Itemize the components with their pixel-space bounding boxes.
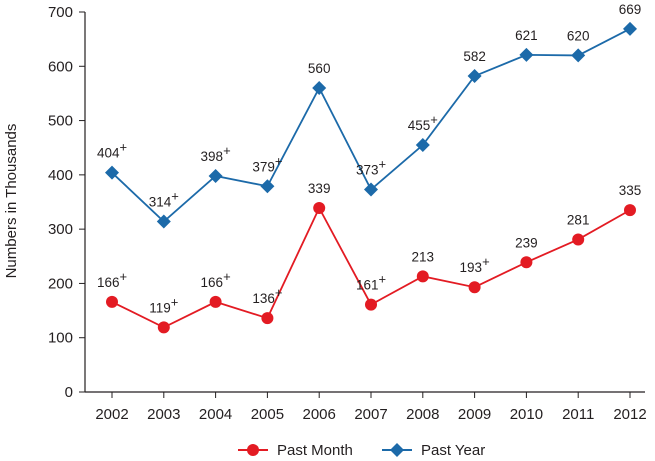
x-axis-ticks: 2002 2003 2004 2005 2006 2007 2008 2009 2010 2011… [95, 392, 647, 423]
data-label: 373+ [356, 157, 386, 178]
data-point [312, 81, 327, 95]
data-point [313, 201, 326, 214]
data-point [572, 233, 585, 246]
legend-marker [247, 444, 259, 456]
data-label: 339 [308, 181, 331, 196]
data-label: 560 [308, 61, 331, 76]
legend-marker [390, 443, 404, 457]
legend-item: Past Year [382, 442, 485, 459]
data-point [156, 214, 171, 229]
data-point [520, 256, 533, 269]
data-point [209, 295, 222, 308]
y-tick-label: 400 [48, 167, 73, 184]
y-axis-ticks: 0 100 200 300 400 500 600 700 [48, 4, 85, 401]
y-tick-label: 500 [48, 113, 73, 130]
data-label: 281 [567, 212, 590, 227]
data-label: 119+ [149, 294, 178, 315]
x-tick-label: 2006 [303, 406, 336, 423]
data-label: 314+ [149, 189, 179, 210]
y-tick-label: 600 [48, 58, 73, 75]
x-tick-label: 2010 [510, 406, 543, 423]
data-point [468, 281, 481, 294]
y-tick-label: 300 [48, 221, 73, 238]
data-label: 166+ [97, 269, 127, 290]
data-point [106, 295, 118, 308]
data-point [105, 165, 119, 180]
data-label: 620 [567, 28, 590, 43]
data-label: 455+ [408, 112, 438, 133]
series-past-year: 404+ 314+ 398+ 379+ 560 373+ 455+ 582 621 620 669 [97, 2, 641, 229]
data-point [416, 270, 429, 283]
x-tick-label: 2008 [406, 406, 439, 423]
legend-label: Past Month [277, 442, 353, 459]
x-tick-label: 2011 [562, 406, 594, 423]
legend-item: Past Month [238, 442, 353, 459]
data-label: 621 [515, 28, 538, 43]
data-point [415, 138, 430, 152]
data-point [365, 298, 377, 311]
x-tick-label: 2002 [95, 406, 128, 423]
data-point [208, 168, 223, 183]
data-label: 239 [515, 235, 538, 250]
data-point [623, 21, 637, 36]
data-point [364, 182, 378, 197]
x-tick-label: 2007 [354, 406, 387, 423]
data-label: 398+ [201, 143, 231, 164]
legend: Past Month Past Year [238, 442, 485, 459]
data-point [624, 204, 636, 217]
data-point [571, 48, 586, 63]
series-layer: 166+119+166+136+339161+213193+2392813354… [97, 2, 641, 334]
y-tick-label: 200 [48, 275, 73, 292]
x-tick-label: 2012 [613, 406, 646, 423]
x-tick-label: 2003 [147, 406, 180, 423]
series-past-month: 166+ 119+ 166+ 136+ 339 161+ 213 193+ 239 281 335 [97, 181, 642, 334]
x-tick-label: 2005 [251, 406, 284, 423]
y-tick-label: 0 [65, 384, 73, 401]
y-tick-label: 700 [48, 4, 73, 21]
data-label: 193+ [460, 254, 490, 275]
data-point [157, 321, 170, 334]
x-tick-label: 2004 [199, 406, 232, 423]
data-label: 582 [463, 49, 486, 64]
y-tick-label: 100 [48, 330, 73, 347]
data-label: 669 [619, 2, 642, 17]
y-axis-label: Numbers in Thousands [3, 124, 20, 279]
data-label: 335 [619, 183, 642, 198]
data-label: 136+ [252, 285, 282, 306]
axes [84, 12, 645, 393]
data-point [260, 179, 275, 194]
data-label: 404+ [97, 140, 127, 161]
legend-label: Past Year [421, 442, 485, 459]
data-label: 166+ [201, 269, 231, 290]
data-label: 161+ [356, 272, 386, 293]
data-point [519, 47, 534, 62]
data-point [261, 312, 274, 325]
data-point [467, 69, 482, 84]
data-label: 213 [412, 249, 435, 264]
data-label: 379+ [252, 153, 282, 174]
x-tick-label: 2009 [458, 406, 491, 423]
